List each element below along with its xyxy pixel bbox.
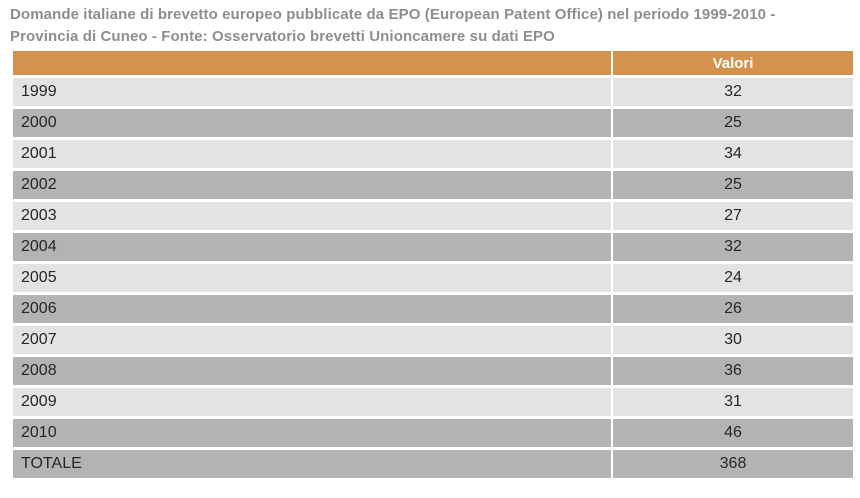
value-cell: 46: [613, 419, 853, 450]
year-cell: 1999: [13, 78, 613, 109]
table-row: 2000 25: [13, 109, 853, 140]
year-cell: 2001: [13, 140, 613, 171]
table-header-row: Valori: [13, 51, 853, 78]
table-row: 1999 32: [13, 78, 853, 109]
page-title: Domande italiane di brevetto europeo pub…: [10, 4, 846, 48]
value-cell: 30: [613, 326, 853, 357]
page-title-line-1: Domande italiane di brevetto europeo pub…: [10, 6, 776, 23]
table-row: 2010 46: [13, 419, 853, 450]
page: Domande italiane di brevetto europeo pub…: [0, 4, 860, 498]
page-title-line-2: Provincia di Cuneo - Fonte: Osservatorio…: [10, 28, 555, 45]
value-cell: 34: [613, 140, 853, 171]
table-row: 2006 26: [13, 295, 853, 326]
year-cell: 2002: [13, 171, 613, 202]
header-valori-cell: Valori: [613, 51, 853, 78]
value-cell: 32: [613, 233, 853, 264]
year-cell: 2006: [13, 295, 613, 326]
value-cell: 36: [613, 357, 853, 388]
table-row: 2004 32: [13, 233, 853, 264]
year-cell: 2005: [13, 264, 613, 295]
year-cell: 2009: [13, 388, 613, 419]
value-cell: 24: [613, 264, 853, 295]
year-cell: 2003: [13, 202, 613, 233]
data-table: Valori 1999 32 2000 25 2001 34 2002 25 2…: [13, 51, 853, 481]
table-row: 2003 27: [13, 202, 853, 233]
year-cell: 2010: [13, 419, 613, 450]
year-cell: 2008: [13, 357, 613, 388]
table-row: 2001 34: [13, 140, 853, 171]
table-row: 2002 25: [13, 171, 853, 202]
value-cell: 368: [613, 450, 853, 481]
header-empty-cell: [13, 51, 613, 78]
value-cell: 27: [613, 202, 853, 233]
table-row: 2008 36: [13, 357, 853, 388]
year-cell: 2004: [13, 233, 613, 264]
value-cell: 25: [613, 109, 853, 140]
value-cell: 31: [613, 388, 853, 419]
value-cell: 26: [613, 295, 853, 326]
year-cell: 2007: [13, 326, 613, 357]
table-row: 2009 31: [13, 388, 853, 419]
year-cell: 2000: [13, 109, 613, 140]
year-cell: TOTALE: [13, 450, 613, 481]
value-cell: 32: [613, 78, 853, 109]
value-cell: 25: [613, 171, 853, 202]
table-row: 2007 30: [13, 326, 853, 357]
total-row: TOTALE 368: [13, 450, 853, 481]
table-row: 2005 24: [13, 264, 853, 295]
